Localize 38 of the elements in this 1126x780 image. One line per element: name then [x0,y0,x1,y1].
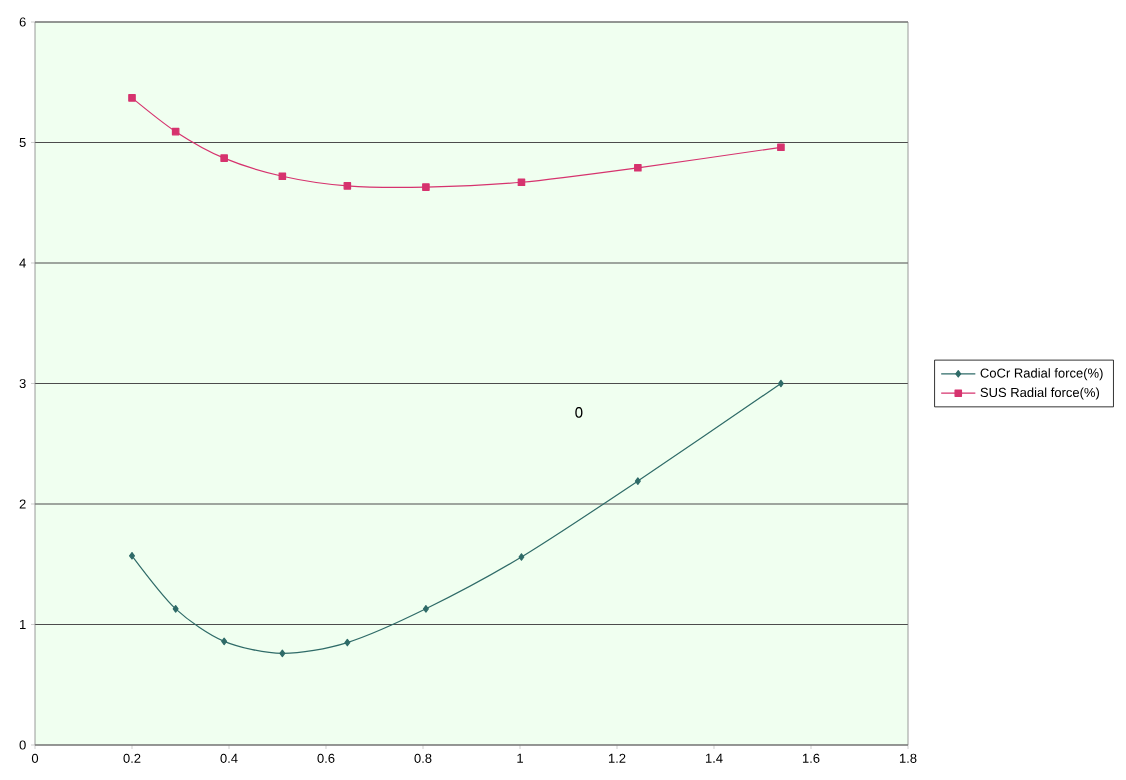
point [278,172,287,181]
x-tick-label: 1.2 [608,753,626,763]
y-tick-label: 4 [19,258,26,268]
x-tick-label: 0.8 [414,753,432,763]
x-tick-label: 1 [517,753,523,763]
point [634,164,642,172]
x-tick-label: 1.4 [705,753,723,763]
point [220,154,228,162]
y-tick-label: 6 [19,17,26,27]
y-tick-label: 5 [19,137,26,148]
point [279,649,286,658]
y-tick-label: 2 [19,499,26,509]
legend-label: CoCr Radial force(%) [980,368,1103,381]
point [422,605,429,613]
point [777,143,785,152]
legend-label: SUS Radial force(%) [980,387,1100,400]
y-tick-label: 1 [20,620,26,629]
x-tick-label: 0.2 [123,753,141,763]
x-tick-label: 0.6 [317,753,335,763]
y-tick-label: 3 [19,378,26,389]
point [634,477,641,485]
point [344,638,351,647]
x-tick-label: 0 [31,753,39,763]
point [171,127,180,136]
point [343,182,352,190]
point [422,183,430,191]
y-tick-label: 0 [19,740,26,750]
point [128,94,136,102]
point [221,637,228,646]
point [518,553,525,561]
annotation: 0 [575,407,583,418]
point [129,552,135,560]
point [517,178,526,187]
x-tick-label: 0.4 [220,753,238,763]
point [172,605,179,613]
x-tick-label: 1.6 [802,753,820,763]
x-tick-label: 1.8 [899,753,917,763]
point [777,379,784,388]
